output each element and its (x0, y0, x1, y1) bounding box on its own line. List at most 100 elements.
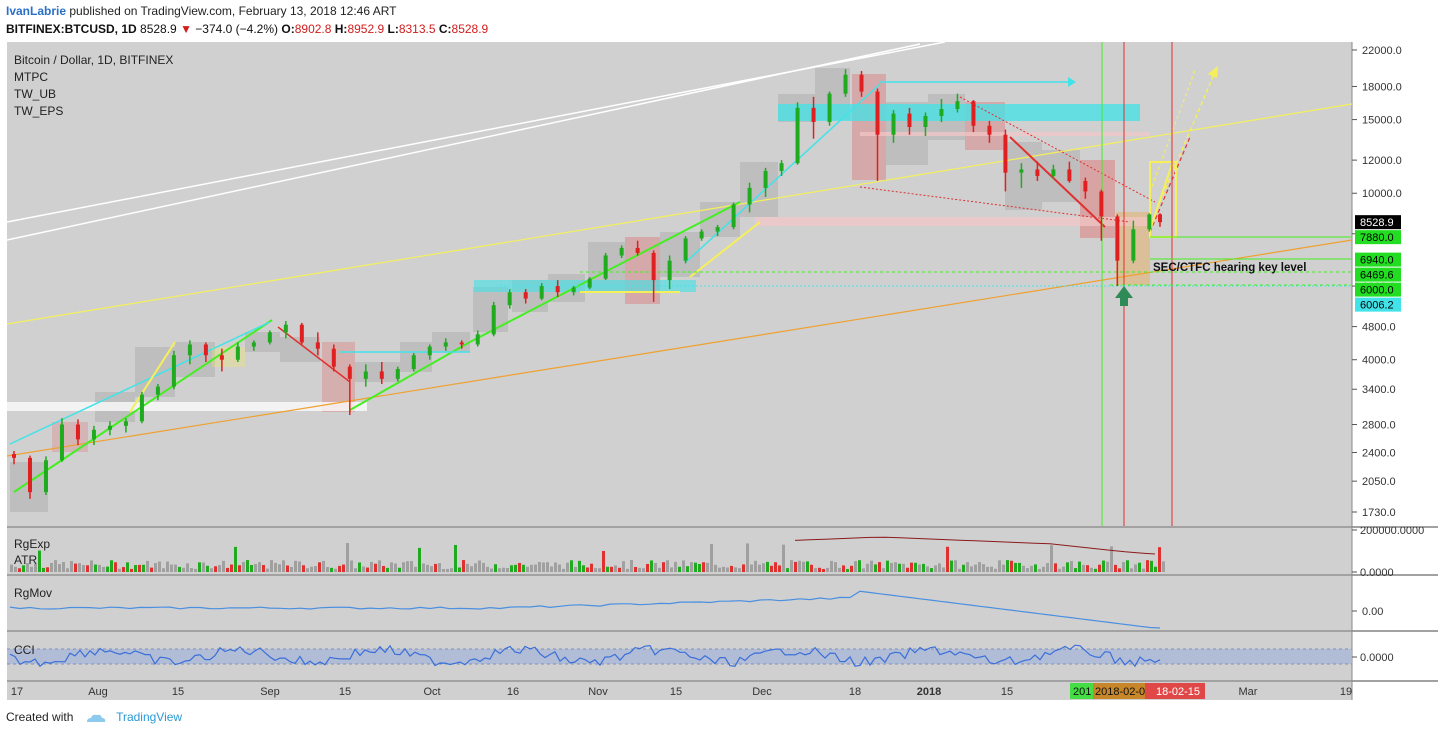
candle-body (875, 91, 880, 135)
volume-bar (1074, 568, 1077, 572)
candle-body (363, 371, 368, 379)
volume-bar (862, 568, 865, 572)
candle-body (347, 366, 352, 379)
volume-bar (174, 564, 177, 572)
volume-bar (18, 568, 21, 572)
candle-body (315, 342, 320, 349)
volume-bar (1014, 562, 1017, 572)
price-label-box (1355, 267, 1401, 282)
rgmov-pane-bg[interactable] (7, 576, 1352, 630)
volume-bar (1138, 562, 1141, 572)
volume-bar (178, 566, 181, 572)
volume-bar (858, 560, 861, 572)
price-axis[interactable]: 22000.018000.015000.012000.010000.08000.… (1352, 45, 1402, 519)
volume-bar (1094, 568, 1097, 572)
volume-bar (990, 566, 993, 572)
volume-bar (806, 561, 809, 572)
date-badge-text: 2018-02-06 (1095, 686, 1151, 698)
volume-bar (550, 566, 553, 572)
x-tick-label: 17 (11, 686, 23, 698)
volume-bar (670, 567, 673, 572)
volume-bar (1146, 560, 1149, 572)
volume-bar (86, 565, 89, 572)
cci-scale: 0.0000 (1360, 652, 1394, 664)
yellow-move-line (689, 221, 761, 278)
volume-bar (710, 543, 713, 572)
volume-bar (126, 562, 129, 572)
volume-bar (1130, 568, 1133, 572)
volume-bar (614, 565, 617, 572)
volume-bar (502, 567, 505, 572)
volume-bar (378, 560, 381, 572)
arrow-head-icon (1208, 66, 1218, 78)
volume-bar (26, 563, 29, 572)
volume-bar (1134, 564, 1137, 572)
created-with-text: Created with (6, 710, 74, 724)
volume-bar (1050, 545, 1053, 572)
volume-bar (58, 564, 61, 572)
y-tick-label: 18000.0 (1362, 81, 1402, 93)
volume-bar (934, 565, 937, 572)
volume-bar (522, 564, 525, 572)
volume-bar (422, 563, 425, 572)
candle-body (107, 425, 112, 430)
volume-bar (94, 564, 97, 572)
candle-body (139, 394, 144, 422)
candle-body (859, 74, 864, 92)
volume-bar (906, 567, 909, 572)
low-value: 8313.5 (398, 22, 436, 36)
volume-bar (494, 564, 497, 572)
y-tick-label: 15000.0 (1362, 115, 1402, 127)
time-axis[interactable]: 17 Aug 15 Sep 15 Oct 16 Nov 15 Dec 18 2018 15 Mar 19 (11, 686, 1352, 698)
candle-body (539, 286, 544, 299)
x-tick-label: 15 (339, 686, 351, 698)
tradingview-cloud-icon (86, 714, 105, 722)
volume-bar (90, 560, 93, 572)
volume-bar (278, 564, 281, 572)
volume-bar (130, 568, 133, 572)
volume-bar (194, 568, 197, 572)
candle-body (827, 93, 832, 123)
volume-bar (226, 567, 229, 572)
volume-bar (446, 568, 449, 572)
candle-body (587, 278, 592, 288)
open-label: O: (281, 22, 295, 36)
volume-bar (182, 567, 185, 572)
volume-bar (234, 546, 237, 572)
author-name[interactable]: IvanLabrie (6, 4, 67, 18)
chart-svg[interactable]: Bitcoin / Dollar, 1D, BITFINEX MTPC TW_U… (0, 42, 1438, 702)
y-tick-label: 22000.0 (1362, 45, 1402, 57)
volume-bar (326, 566, 329, 572)
tradingview-link[interactable]: TradingView (116, 710, 183, 724)
volume-bar (118, 568, 121, 572)
price-label-text: 6000.0 (1360, 285, 1394, 297)
volume-bar (898, 563, 901, 572)
chart-area[interactable]: Bitcoin / Dollar, 1D, BITFINEX MTPC TW_U… (0, 42, 1438, 702)
volume-bar (74, 563, 77, 572)
volume-bar (1058, 568, 1061, 572)
volume-bar (110, 560, 113, 572)
volume-bar (486, 566, 489, 572)
volume-bar (410, 561, 413, 572)
high-value: 8952.9 (347, 22, 385, 36)
volume-bar (526, 566, 529, 572)
volume-bar (258, 562, 261, 572)
volume-bar (138, 564, 141, 572)
volume-bar (590, 563, 593, 572)
volume-bar (714, 564, 717, 572)
volume-bar (894, 562, 897, 572)
volume-bar (734, 567, 737, 572)
y-tick-label: 4800.0 (1362, 322, 1396, 334)
cci-line (9, 644, 1161, 668)
volume-bar (954, 560, 957, 572)
price-label-box (1355, 282, 1401, 297)
volume-bar (22, 565, 25, 572)
volume-bar (270, 560, 273, 572)
y-tick-label: 12000.0 (1362, 155, 1402, 167)
volume-bar (266, 568, 269, 572)
volume-bar (62, 562, 65, 572)
volume-bar (466, 563, 469, 572)
candle-body (955, 101, 960, 109)
zone-box (852, 74, 886, 180)
red-dotted-line (859, 186, 1131, 223)
